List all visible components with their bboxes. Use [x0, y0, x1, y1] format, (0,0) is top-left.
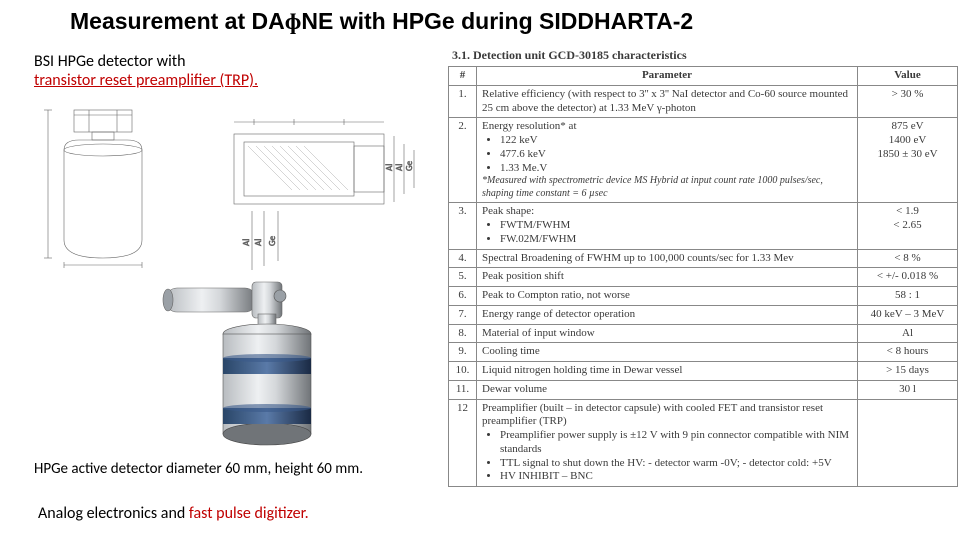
- table-row: 2.Energy resolution* at122 keV477.6 keV1…: [449, 118, 958, 203]
- row-param: Material of input window: [477, 324, 858, 343]
- row-param: Dewar volume: [477, 380, 858, 399]
- row-value: 58 : 1: [858, 287, 958, 306]
- row-num: 9.: [449, 343, 477, 362]
- table-row: 6.Peak to Compton ratio, not worse58 : 1: [449, 287, 958, 306]
- row-param: Relative efficiency (with respect to 3''…: [477, 85, 858, 118]
- row-num: 8.: [449, 324, 477, 343]
- row-param: Cooling time: [477, 343, 858, 362]
- row-num: 1.: [449, 85, 477, 118]
- title-pre: Measurement at DA: [70, 8, 285, 34]
- row-num: 12: [449, 399, 477, 487]
- row-num: 7.: [449, 305, 477, 324]
- row-param: Energy resolution* at122 keV477.6 keV1.3…: [477, 118, 858, 203]
- technical-drawing: Al Al Ge Al Al Ge: [34, 100, 434, 270]
- row-value: 30 l: [858, 380, 958, 399]
- title-phi: ɸ: [285, 9, 302, 34]
- row-num: 3.: [449, 203, 477, 249]
- table-row: 11.Dewar volume30 l: [449, 380, 958, 399]
- subtitle-line2: transistor reset preamplifier (TRP).: [34, 71, 258, 90]
- svg-text:Ge: Ge: [404, 160, 415, 171]
- row-param: Spectral Broadening of FWHM up to 100,00…: [477, 249, 858, 268]
- table-row: 10.Liquid nitrogen holding time in Dewar…: [449, 362, 958, 381]
- row-num: 11.: [449, 380, 477, 399]
- spec-table-container: 3.1. Detection unit GCD-30185 characteri…: [448, 48, 958, 487]
- spec-table: # Parameter Value 1.Relative efficiency …: [448, 66, 958, 487]
- row-num: 5.: [449, 268, 477, 287]
- electronics-note-b: fast pulse digitizer.: [189, 504, 309, 523]
- page-title: Measurement at DAɸNE with HPGe during SI…: [70, 8, 693, 35]
- table-caption: 3.1. Detection unit GCD-30185 characteri…: [448, 48, 958, 63]
- title-post: NE with HPGe during SIDDHARTA-2: [301, 8, 693, 34]
- row-num: 2.: [449, 118, 477, 203]
- table-row: 9.Cooling time< 8 hours: [449, 343, 958, 362]
- row-value: 40 keV – 3 MeV: [858, 305, 958, 324]
- row-value: < 8 %: [858, 249, 958, 268]
- subtitle-line1: BSI HPGe detector with: [34, 52, 186, 71]
- table-row: 4.Spectral Broadening of FWHM up to 100,…: [449, 249, 958, 268]
- table-row: 3.Peak shape:FWTM/FWHMFW.02M/FWHM< 1.9< …: [449, 203, 958, 249]
- row-value: > 15 days: [858, 362, 958, 381]
- row-value: > 30 %: [858, 85, 958, 118]
- row-value: < +/- 0.018 %: [858, 268, 958, 287]
- row-num: 4.: [449, 249, 477, 268]
- row-num: 10.: [449, 362, 477, 381]
- row-value: < 8 hours: [858, 343, 958, 362]
- table-row: 7.Energy range of detector operation40 k…: [449, 305, 958, 324]
- svg-text:Al: Al: [253, 239, 264, 246]
- row-value: < 1.9< 2.65: [858, 203, 958, 249]
- row-param: Preamplifier (built – in detector capsul…: [477, 399, 858, 487]
- table-row: 1.Relative efficiency (with respect to 3…: [449, 85, 958, 118]
- row-param: Energy range of detector operation: [477, 305, 858, 324]
- row-value: [858, 399, 958, 487]
- table-row: 5.Peak position shift< +/- 0.018 %: [449, 268, 958, 287]
- svg-text:Ge: Ge: [267, 235, 278, 246]
- electronics-note: Analog electronics and fast pulse digiti…: [38, 504, 309, 523]
- table-row: 12Preamplifier (built – in detector caps…: [449, 399, 958, 487]
- row-num: 6.: [449, 287, 477, 306]
- col-num: #: [449, 67, 477, 86]
- detector-photo: [160, 260, 360, 460]
- col-value: Value: [858, 67, 958, 86]
- row-param: Peak position shift: [477, 268, 858, 287]
- col-param: Parameter: [477, 67, 858, 86]
- row-param: Peak to Compton ratio, not worse: [477, 287, 858, 306]
- detector-description: BSI HPGe detector with transistor reset …: [34, 52, 434, 90]
- svg-text:Al: Al: [241, 239, 252, 246]
- table-header-row: # Parameter Value: [449, 67, 958, 86]
- table-row: 8.Material of input windowAl: [449, 324, 958, 343]
- row-value: 875 eV1400 eV1850 ± 30 eV: [858, 118, 958, 203]
- row-param: Peak shape:FWTM/FWHMFW.02M/FWHM: [477, 203, 858, 249]
- detector-dimensions: HPGe active detector diameter 60 mm, hei…: [34, 460, 363, 478]
- row-value: Al: [858, 324, 958, 343]
- electronics-note-a: Analog electronics and: [38, 504, 189, 523]
- row-param: Liquid nitrogen holding time in Dewar ve…: [477, 362, 858, 381]
